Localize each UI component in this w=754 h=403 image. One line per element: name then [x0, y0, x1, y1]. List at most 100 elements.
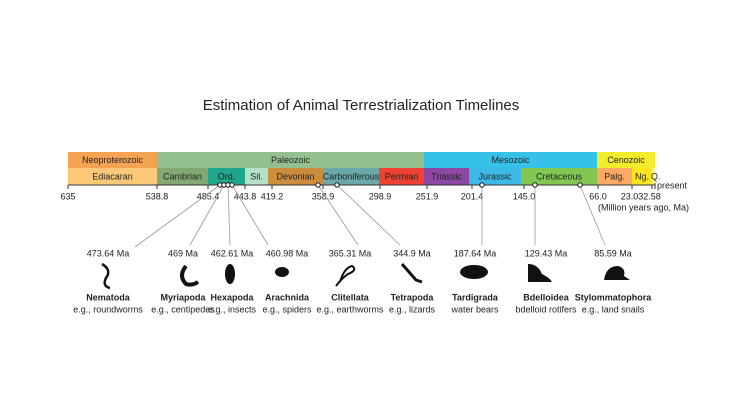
group-name: Clitellata: [331, 292, 370, 302]
tick-label: 145.0: [513, 191, 536, 201]
marker: [577, 182, 583, 188]
period-band: [597, 168, 632, 185]
animal-icon: [400, 263, 423, 284]
tick-label: 251.9: [416, 191, 439, 201]
animal-icon: [335, 264, 356, 287]
era-band: [424, 152, 597, 168]
period-band: [379, 168, 424, 185]
animal-icon: [101, 262, 111, 290]
period-label: Permian: [385, 171, 419, 181]
era-band: [157, 152, 424, 168]
animal-icon: [528, 264, 552, 282]
era-label: Cenozoic: [607, 155, 645, 165]
period-label: Ord.: [218, 171, 236, 181]
age-label: 469 Ma: [168, 248, 198, 258]
period-label: Sil.: [250, 171, 263, 181]
period-label: Devonian: [276, 171, 314, 181]
era-label: Neoproterozoic: [82, 155, 144, 165]
period-band: [323, 168, 379, 185]
period-label: Cambrian: [163, 171, 202, 181]
age-label: 473.64 Ma: [87, 248, 130, 258]
group-name: Bdelloidea: [523, 292, 570, 302]
tick-label: 298.9: [369, 191, 392, 201]
group-example: e.g., lizards: [389, 304, 436, 314]
period-band: [208, 168, 245, 185]
animal-icon: [180, 264, 200, 287]
connector: [336, 184, 401, 246]
group-name: Tetrapoda: [391, 292, 435, 302]
group-example: e.g., centipedes: [151, 304, 215, 314]
period-band: [245, 168, 268, 185]
connector: [134, 184, 221, 248]
group-name: Hexapoda: [210, 292, 254, 302]
period-band: [268, 168, 323, 185]
age-label: 187.64 Ma: [454, 248, 497, 258]
group-example: e.g., earthworms: [316, 304, 384, 314]
tick-label: 419.2: [261, 191, 284, 201]
connector: [227, 184, 231, 246]
era-label: Paleozoic: [271, 155, 311, 165]
marker: [229, 182, 235, 188]
animal-icon: [225, 264, 235, 284]
group-name: Nematoda: [86, 292, 131, 302]
connector: [317, 184, 359, 246]
period-label: Ng.: [635, 171, 649, 181]
tick-label: 2.58: [643, 191, 661, 201]
group-name: Tardigrada: [452, 292, 499, 302]
period-label: Jurassic: [478, 171, 512, 181]
marker: [532, 182, 538, 188]
connector: [579, 184, 606, 246]
unit-label: (Million years ago, Ma): [598, 202, 689, 212]
animal-icon: [275, 267, 289, 277]
age-label: 462.61 Ma: [211, 248, 254, 258]
group-example: bdelloid rotifers: [515, 304, 577, 314]
tick-label: 635: [60, 191, 75, 201]
age-label: 129.43 Ma: [525, 248, 568, 258]
age-label: 85.59 Ma: [594, 248, 632, 258]
group-name: Arachnida: [265, 292, 310, 302]
era-band: [597, 152, 655, 168]
animal-icon: [460, 265, 488, 279]
period-band: [469, 168, 521, 185]
era-label: Mesozoic: [491, 155, 530, 165]
tick-label: 201.4: [461, 191, 484, 201]
period-label: Triassic: [431, 171, 462, 181]
period-band: [632, 168, 652, 185]
present-label: present: [657, 180, 688, 190]
period-label: Q.: [651, 171, 661, 181]
group-name: Stylommatophora: [575, 292, 653, 302]
connector: [231, 184, 269, 246]
period-band: [521, 168, 597, 185]
tick-label: 358.9: [312, 191, 335, 201]
tick-label: 23.03: [621, 191, 644, 201]
age-label: 344.9 Ma: [393, 248, 431, 258]
period-label: Ediacaran: [92, 171, 133, 181]
period-label: Palg.: [604, 171, 625, 181]
period-band: [652, 168, 655, 185]
group-example: e.g., land snails: [582, 304, 645, 314]
title: Estimation of Animal Terrestrialization …: [203, 97, 520, 114]
tick-label: 538.8: [146, 191, 169, 201]
age-label: 460.98 Ma: [266, 248, 309, 258]
period-band: [424, 168, 469, 185]
group-example: e.g., roundworms: [73, 304, 143, 314]
animal-icon: [604, 266, 630, 280]
tick-label: 66.0: [589, 191, 607, 201]
group-example: e.g., insects: [208, 304, 257, 314]
group-name: Myriapoda: [160, 292, 206, 302]
period-band: [68, 168, 157, 185]
group-example: water bears: [450, 304, 499, 314]
era-band: [68, 152, 157, 168]
tick-label: 443.8: [234, 191, 257, 201]
tick-label: 485.4: [197, 191, 220, 201]
marker: [315, 182, 321, 188]
period-label: Cretaceous: [536, 171, 583, 181]
period-label: Carboniferous: [323, 171, 380, 181]
connector: [189, 184, 225, 246]
group-example: e.g., spiders: [262, 304, 312, 314]
age-label: 365.31 Ma: [329, 248, 372, 258]
marker: [479, 182, 485, 188]
marker: [334, 182, 340, 188]
period-band: [157, 168, 208, 185]
